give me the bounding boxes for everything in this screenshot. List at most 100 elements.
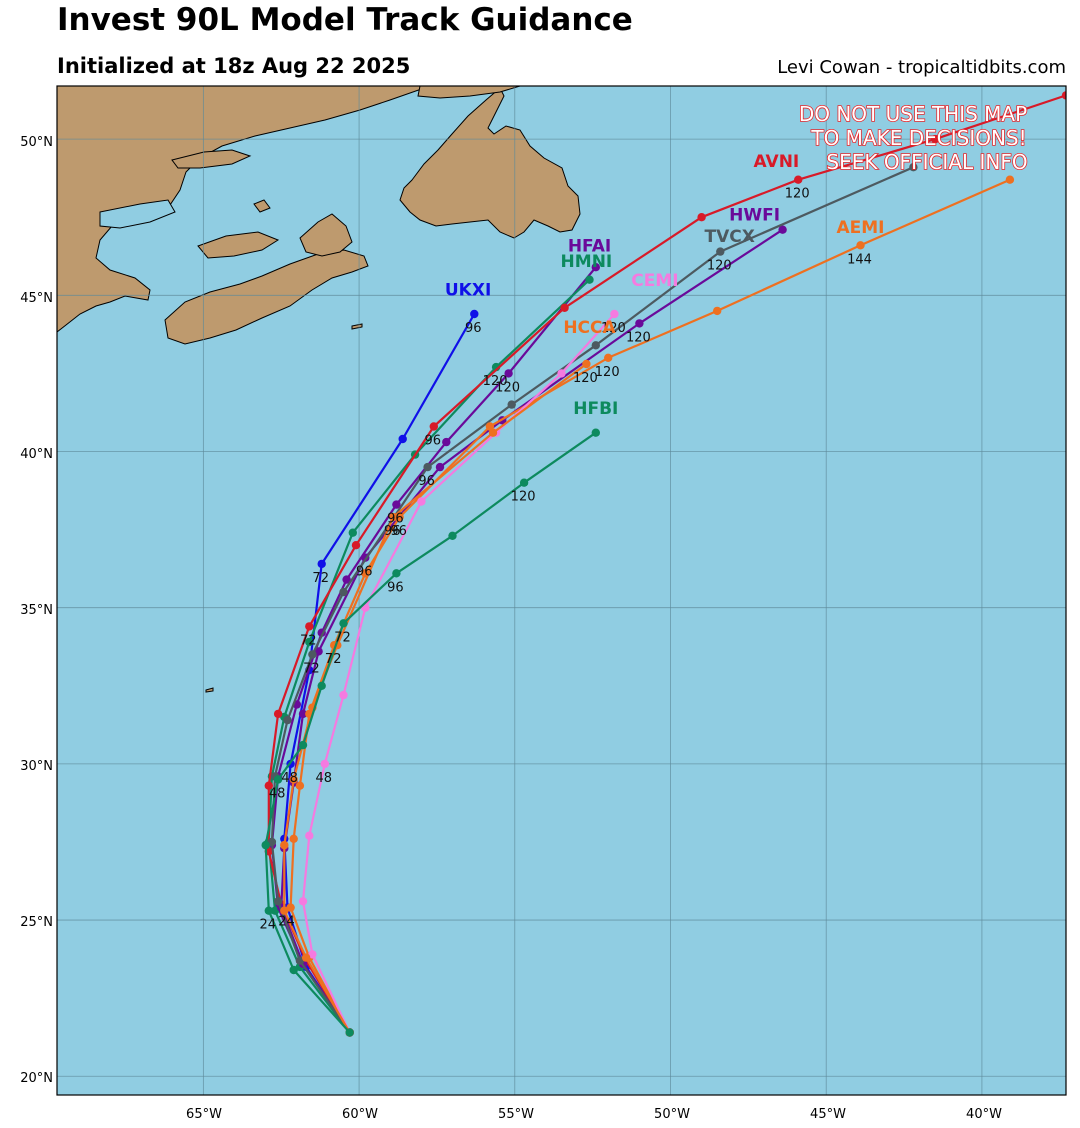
lon-tick-label: 65°W <box>186 1107 222 1122</box>
warning-line-2: TO MAKE DECISIONS! <box>810 126 1026 150</box>
track-point <box>470 309 479 319</box>
hour-label: 96 <box>465 321 482 336</box>
hour-label: 72 <box>334 630 351 645</box>
credit-text: Levi Cowan - tropicaltidbits.com <box>777 57 1066 78</box>
lon-tick-label: 55°W <box>498 1107 534 1122</box>
lat-tick-label: 45°N <box>20 291 53 306</box>
lat-tick-label: 20°N <box>20 1071 53 1086</box>
hour-label: 72 <box>300 633 317 648</box>
model-label: UKXI <box>445 280 491 300</box>
track-point <box>697 213 706 222</box>
track-point <box>305 637 314 647</box>
track-point <box>273 897 283 906</box>
track-point <box>604 353 613 362</box>
track-point <box>931 134 940 144</box>
hour-label: 144 <box>847 252 872 267</box>
track-point <box>435 462 445 472</box>
track-point <box>286 903 295 912</box>
track-point <box>261 840 270 850</box>
track-point <box>298 709 308 719</box>
track-point <box>339 690 348 700</box>
model-label: CEMI <box>631 271 678 291</box>
track-point <box>485 422 495 431</box>
model-label: TVCX <box>705 227 755 247</box>
model-tracks <box>261 91 1066 1037</box>
hour-label: 96 <box>425 434 442 449</box>
track-point <box>392 500 401 509</box>
track-point <box>289 834 298 843</box>
model-label: HFBI <box>573 399 618 419</box>
track-point <box>448 531 457 540</box>
sable-island <box>351 323 363 330</box>
track-point <box>289 965 298 975</box>
hour-label: 24 <box>260 918 277 933</box>
track-point <box>339 619 348 628</box>
latitude-labels: 20°N 25°N 30°N 35°N 40°N 45°N 50°N <box>20 135 53 1086</box>
track-point <box>585 275 594 284</box>
model-label: HMNI <box>561 252 613 272</box>
hour-label: 120 <box>626 330 651 345</box>
hour-label: 24 <box>278 915 295 930</box>
model-label: HCCA <box>563 318 616 338</box>
bermuda-island <box>205 687 214 693</box>
track-point <box>392 569 401 578</box>
track-line <box>264 431 597 1034</box>
track-point <box>716 247 725 256</box>
magdalen-land <box>253 199 271 213</box>
gulf-water <box>99 199 176 229</box>
track-point <box>591 263 600 272</box>
hour-label: 72 <box>325 652 342 667</box>
track-point <box>417 497 426 506</box>
track-point <box>351 541 361 550</box>
model-label: HWFI <box>729 205 780 225</box>
track-point <box>582 359 591 369</box>
track-point <box>909 163 918 172</box>
track-point <box>560 303 569 312</box>
cape-breton-land <box>299 213 353 257</box>
track-point <box>280 906 289 915</box>
track-point <box>488 428 498 437</box>
track-point <box>280 840 289 850</box>
track-point <box>389 512 398 522</box>
track-point <box>395 512 404 522</box>
hour-label: 120 <box>495 380 520 395</box>
track-point <box>507 400 516 409</box>
track-point <box>317 559 326 569</box>
lat-tick-label: 50°N <box>20 135 53 150</box>
hour-label: 96 <box>384 524 401 539</box>
labrador-land <box>417 86 521 99</box>
track-point <box>298 740 308 750</box>
hour-label: 96 <box>418 474 435 489</box>
hour-label: 120 <box>483 374 508 389</box>
model-label: AVNI <box>754 152 800 172</box>
track-point <box>301 953 311 962</box>
track-line <box>270 266 597 1034</box>
lat-tick-label: 35°N <box>20 603 53 618</box>
hour-label: 72 <box>303 662 320 677</box>
graticule <box>57 86 1066 1095</box>
track-point <box>591 341 600 350</box>
hour-label: 96 <box>387 512 404 527</box>
track-point <box>345 1028 354 1037</box>
nova-scotia-land <box>164 249 369 345</box>
track-point <box>519 478 529 487</box>
map-frame <box>56 85 1067 1096</box>
track-point <box>305 622 314 631</box>
lon-tick-label: 45°W <box>810 1107 846 1122</box>
track-point <box>557 369 566 378</box>
track-cemi <box>298 309 619 1037</box>
track-point <box>610 309 619 319</box>
track-point <box>635 319 644 328</box>
lat-tick-label: 40°N <box>20 447 53 462</box>
track-point <box>320 759 329 769</box>
hour-label: 120 <box>511 490 536 505</box>
anticosti-land <box>171 149 252 169</box>
track-point <box>273 709 283 719</box>
track-point <box>267 837 277 847</box>
track-point <box>1005 175 1015 184</box>
track-point <box>856 241 865 250</box>
warning-text: DO NOT USE THIS MAP TO MAKE DECISIONS! S… <box>798 101 1028 175</box>
track-point <box>442 437 451 447</box>
